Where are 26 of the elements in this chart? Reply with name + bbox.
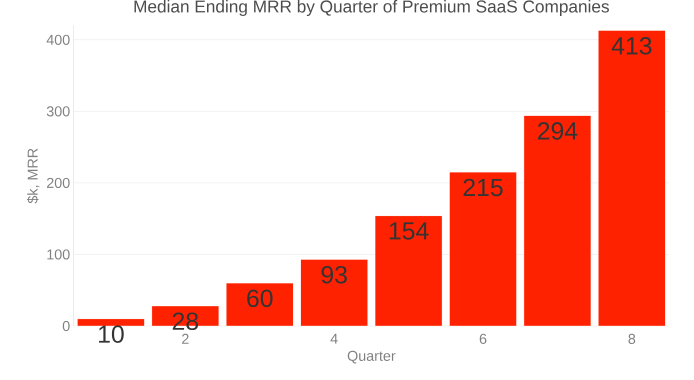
data-label: 215 xyxy=(464,178,503,196)
y-tick-label: 0 xyxy=(62,320,70,332)
data-label: 413 xyxy=(612,37,652,55)
data-label: 60 xyxy=(247,290,273,308)
y-axis-title: $k, MRR xyxy=(26,148,40,204)
x-axis-title: Quarter xyxy=(348,350,396,364)
data-label: 93 xyxy=(322,266,347,284)
bar xyxy=(524,116,592,326)
y-tick-label: 200 xyxy=(46,178,70,188)
bar xyxy=(598,30,666,326)
y-tick-label: 300 xyxy=(46,106,70,117)
bar xyxy=(226,282,294,326)
x-tick-label: 2 xyxy=(182,334,189,344)
x-tick-label: 4 xyxy=(330,334,338,344)
bar xyxy=(77,318,145,326)
bar xyxy=(374,216,442,326)
data-label: 294 xyxy=(538,122,578,140)
data-label: 10 xyxy=(99,325,124,343)
bar xyxy=(300,259,368,326)
chart-title: Median Ending MRR by Quarter of Premium SaaS Companies xyxy=(134,0,609,16)
x-tick-label: 6 xyxy=(480,334,486,344)
y-tick-label: 400 xyxy=(46,34,70,45)
data-label: 154 xyxy=(390,222,429,240)
bar xyxy=(449,172,517,326)
y-tick-label: 100 xyxy=(47,249,70,260)
x-tick-label: 8 xyxy=(628,334,636,344)
